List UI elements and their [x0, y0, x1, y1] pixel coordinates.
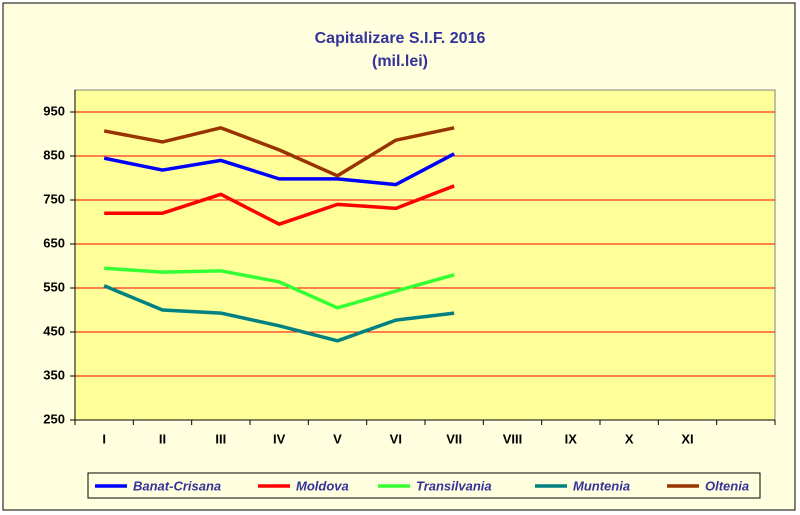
series-line [104, 266, 455, 310]
y-tick-label: 550 [43, 279, 65, 294]
x-tick-label: III [215, 431, 226, 446]
legend-label: Oltenia [705, 478, 749, 493]
legend-label: Banat-Crisana [133, 478, 221, 493]
series-line [103, 284, 455, 343]
legend-box [87, 472, 761, 499]
x-tick-label: XI [681, 431, 693, 446]
x-tick-label: IX [565, 431, 578, 446]
y-tick-label: 950 [43, 103, 65, 118]
series-line [103, 126, 455, 178]
series-line [103, 152, 455, 187]
legend-label: Muntenia [573, 478, 630, 493]
y-tick-label: 750 [43, 191, 65, 206]
x-tick-label: V [333, 431, 342, 446]
y-tick-label: 650 [43, 235, 65, 250]
x-tick-label: X [625, 431, 634, 446]
y-tick-label: 450 [43, 323, 65, 338]
plot-area [74, 89, 776, 421]
y-tick-label: 250 [43, 411, 65, 426]
legend-label: Moldova [296, 478, 349, 493]
y-tick-label: 850 [43, 147, 65, 162]
x-tick-label: VI [390, 431, 402, 446]
x-tick-label: VII [446, 431, 462, 446]
legend-label: Transilvania [416, 478, 492, 493]
chart-subtitle: (mil.lei) [372, 53, 428, 70]
chart-title: Capitalizare S.I.F. 2016 [315, 30, 486, 47]
series-line [104, 184, 455, 226]
x-tick-label: IV [273, 431, 286, 446]
y-tick-label: 350 [43, 367, 65, 382]
x-tick-label: VIII [503, 431, 523, 446]
x-tick-label: II [159, 431, 166, 446]
x-tick-label: I [102, 431, 106, 446]
